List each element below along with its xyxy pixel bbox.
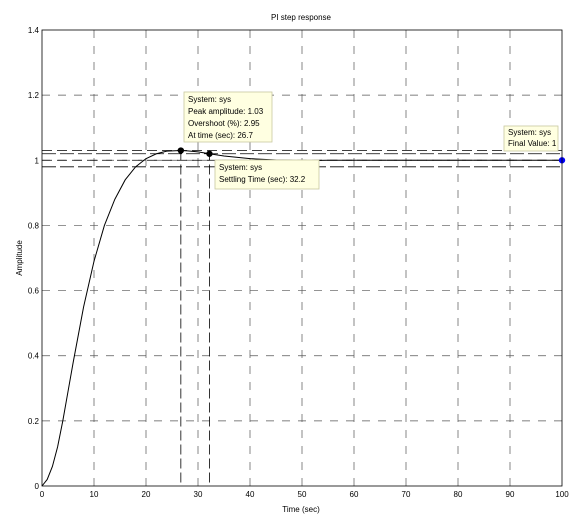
datatip-settling[interactable]: System: sys Settling Time (sec): 32.2 [214, 159, 320, 190]
datatip-final-line-2: Final Value: 1 [508, 139, 557, 148]
x-tick-label: 30 [194, 490, 203, 499]
grid [42, 30, 562, 486]
datatip-settling-line-1: System: sys [219, 163, 262, 172]
x-tick-label: 70 [402, 490, 411, 499]
x-tick-label: 10 [90, 490, 99, 499]
y-tick-label: 0 [35, 482, 40, 491]
y-tick-label: 0.8 [28, 221, 40, 230]
x-tick-label: 50 [298, 490, 307, 499]
tick-labels: 0 10 20 30 40 50 60 70 80 90 100 0 0.2 0.4 0.6 0.8 1 1.2 1… [28, 26, 569, 499]
datatip-final[interactable]: System: sys Final Value: 1 [503, 125, 559, 152]
plot-frame [41, 29, 563, 487]
datatip-final-box [503, 125, 559, 152]
series-line-0 [41, 150, 562, 487]
y-tick-label: 1.2 [28, 91, 40, 100]
x-tick-label: 0 [40, 490, 45, 499]
chart-title: PI step response [271, 13, 332, 22]
datatip-settling-line-2: Settling Time (sec): 32.2 [219, 175, 306, 184]
datatip-final-line-1: System: sys [508, 128, 551, 137]
y-tick-label: 1 [35, 156, 40, 165]
x-tick-label: 60 [350, 490, 359, 499]
datatip-peak-line-3: Overshoot (%): 2.95 [188, 119, 260, 128]
x-tick-label: 100 [555, 490, 569, 499]
y-tick-label: 1.4 [28, 26, 40, 35]
datatip-peak-box [183, 91, 273, 143]
datatip-peak[interactable]: System: sys Peak amplitude: 1.03 Oversho… [183, 91, 273, 143]
marker-point-1[interactable] [206, 150, 213, 157]
response-curve-group [41, 150, 562, 487]
x-tick-label: 40 [246, 490, 255, 499]
y-tick-label: 0.2 [28, 417, 40, 426]
x-tick-label: 80 [454, 490, 463, 499]
x-tick-label: 90 [506, 490, 515, 499]
y-tick-label: 0.4 [28, 352, 40, 361]
x-tick-label: 20 [142, 490, 151, 499]
y-tick-label: 0.6 [28, 287, 40, 296]
datatip-peak-line-1: System: sys [188, 95, 231, 104]
datatip-peak-line-4: At time (sec): 26.7 [188, 131, 253, 140]
x-axis-label: Time (sec) [282, 505, 320, 514]
y-axis-label: Amplitude [15, 240, 24, 276]
datatip-peak-line-2: Peak amplitude: 1.03 [188, 107, 264, 116]
marker-point-0[interactable] [177, 147, 185, 154]
datatip-settling-box [214, 159, 320, 190]
